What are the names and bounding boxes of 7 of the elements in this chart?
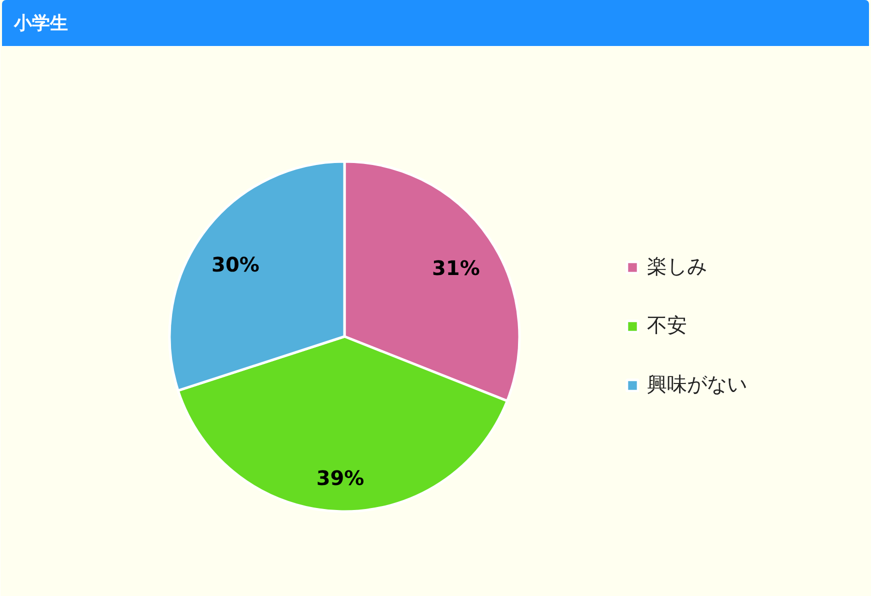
legend-label: 楽しみ — [647, 253, 707, 280]
legend-label: 興味がない — [647, 371, 747, 398]
data-label: 39% — [316, 466, 364, 490]
chart-title: 小学生 — [2, 0, 869, 46]
data-label: 31% — [432, 256, 480, 280]
legend-label: 不安 — [647, 312, 687, 339]
data-label: 30% — [212, 252, 260, 276]
